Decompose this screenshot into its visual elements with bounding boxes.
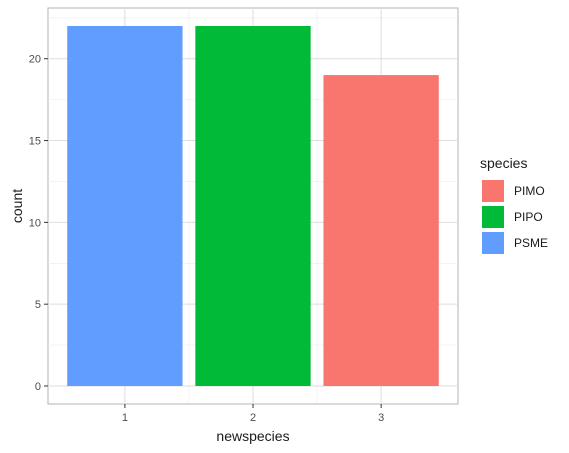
- x-tick-label: 3: [378, 412, 384, 424]
- x-axis-title: newspecies: [216, 428, 289, 444]
- y-tick-label: 0: [35, 381, 41, 393]
- bar-1: [67, 26, 183, 386]
- legend-key-psme: [482, 232, 504, 254]
- bar-2: [195, 26, 311, 386]
- legend-label-pipo: PIPO: [514, 210, 543, 224]
- legend-key-pimo: [482, 180, 504, 202]
- x-tick-label: 2: [250, 412, 256, 424]
- y-axis-ticks: 0 5 10 15 20: [29, 54, 48, 393]
- y-tick-label: 10: [29, 217, 41, 229]
- legend-label-pimo: PIMO: [514, 184, 545, 198]
- legend-key-pipo: [482, 206, 504, 228]
- legend-title: species: [480, 155, 527, 171]
- legend: species PIMO PIPO PSME: [480, 155, 548, 254]
- y-tick-label: 20: [29, 54, 41, 66]
- y-tick-label: 5: [35, 299, 41, 311]
- y-tick-label: 15: [29, 136, 41, 148]
- y-axis-title: count: [9, 189, 25, 223]
- bar-3: [323, 75, 439, 386]
- x-axis-ticks: 1 2 3: [122, 404, 384, 424]
- bars: [67, 26, 439, 386]
- x-tick-label: 1: [122, 412, 128, 424]
- legend-label-psme: PSME: [514, 236, 548, 250]
